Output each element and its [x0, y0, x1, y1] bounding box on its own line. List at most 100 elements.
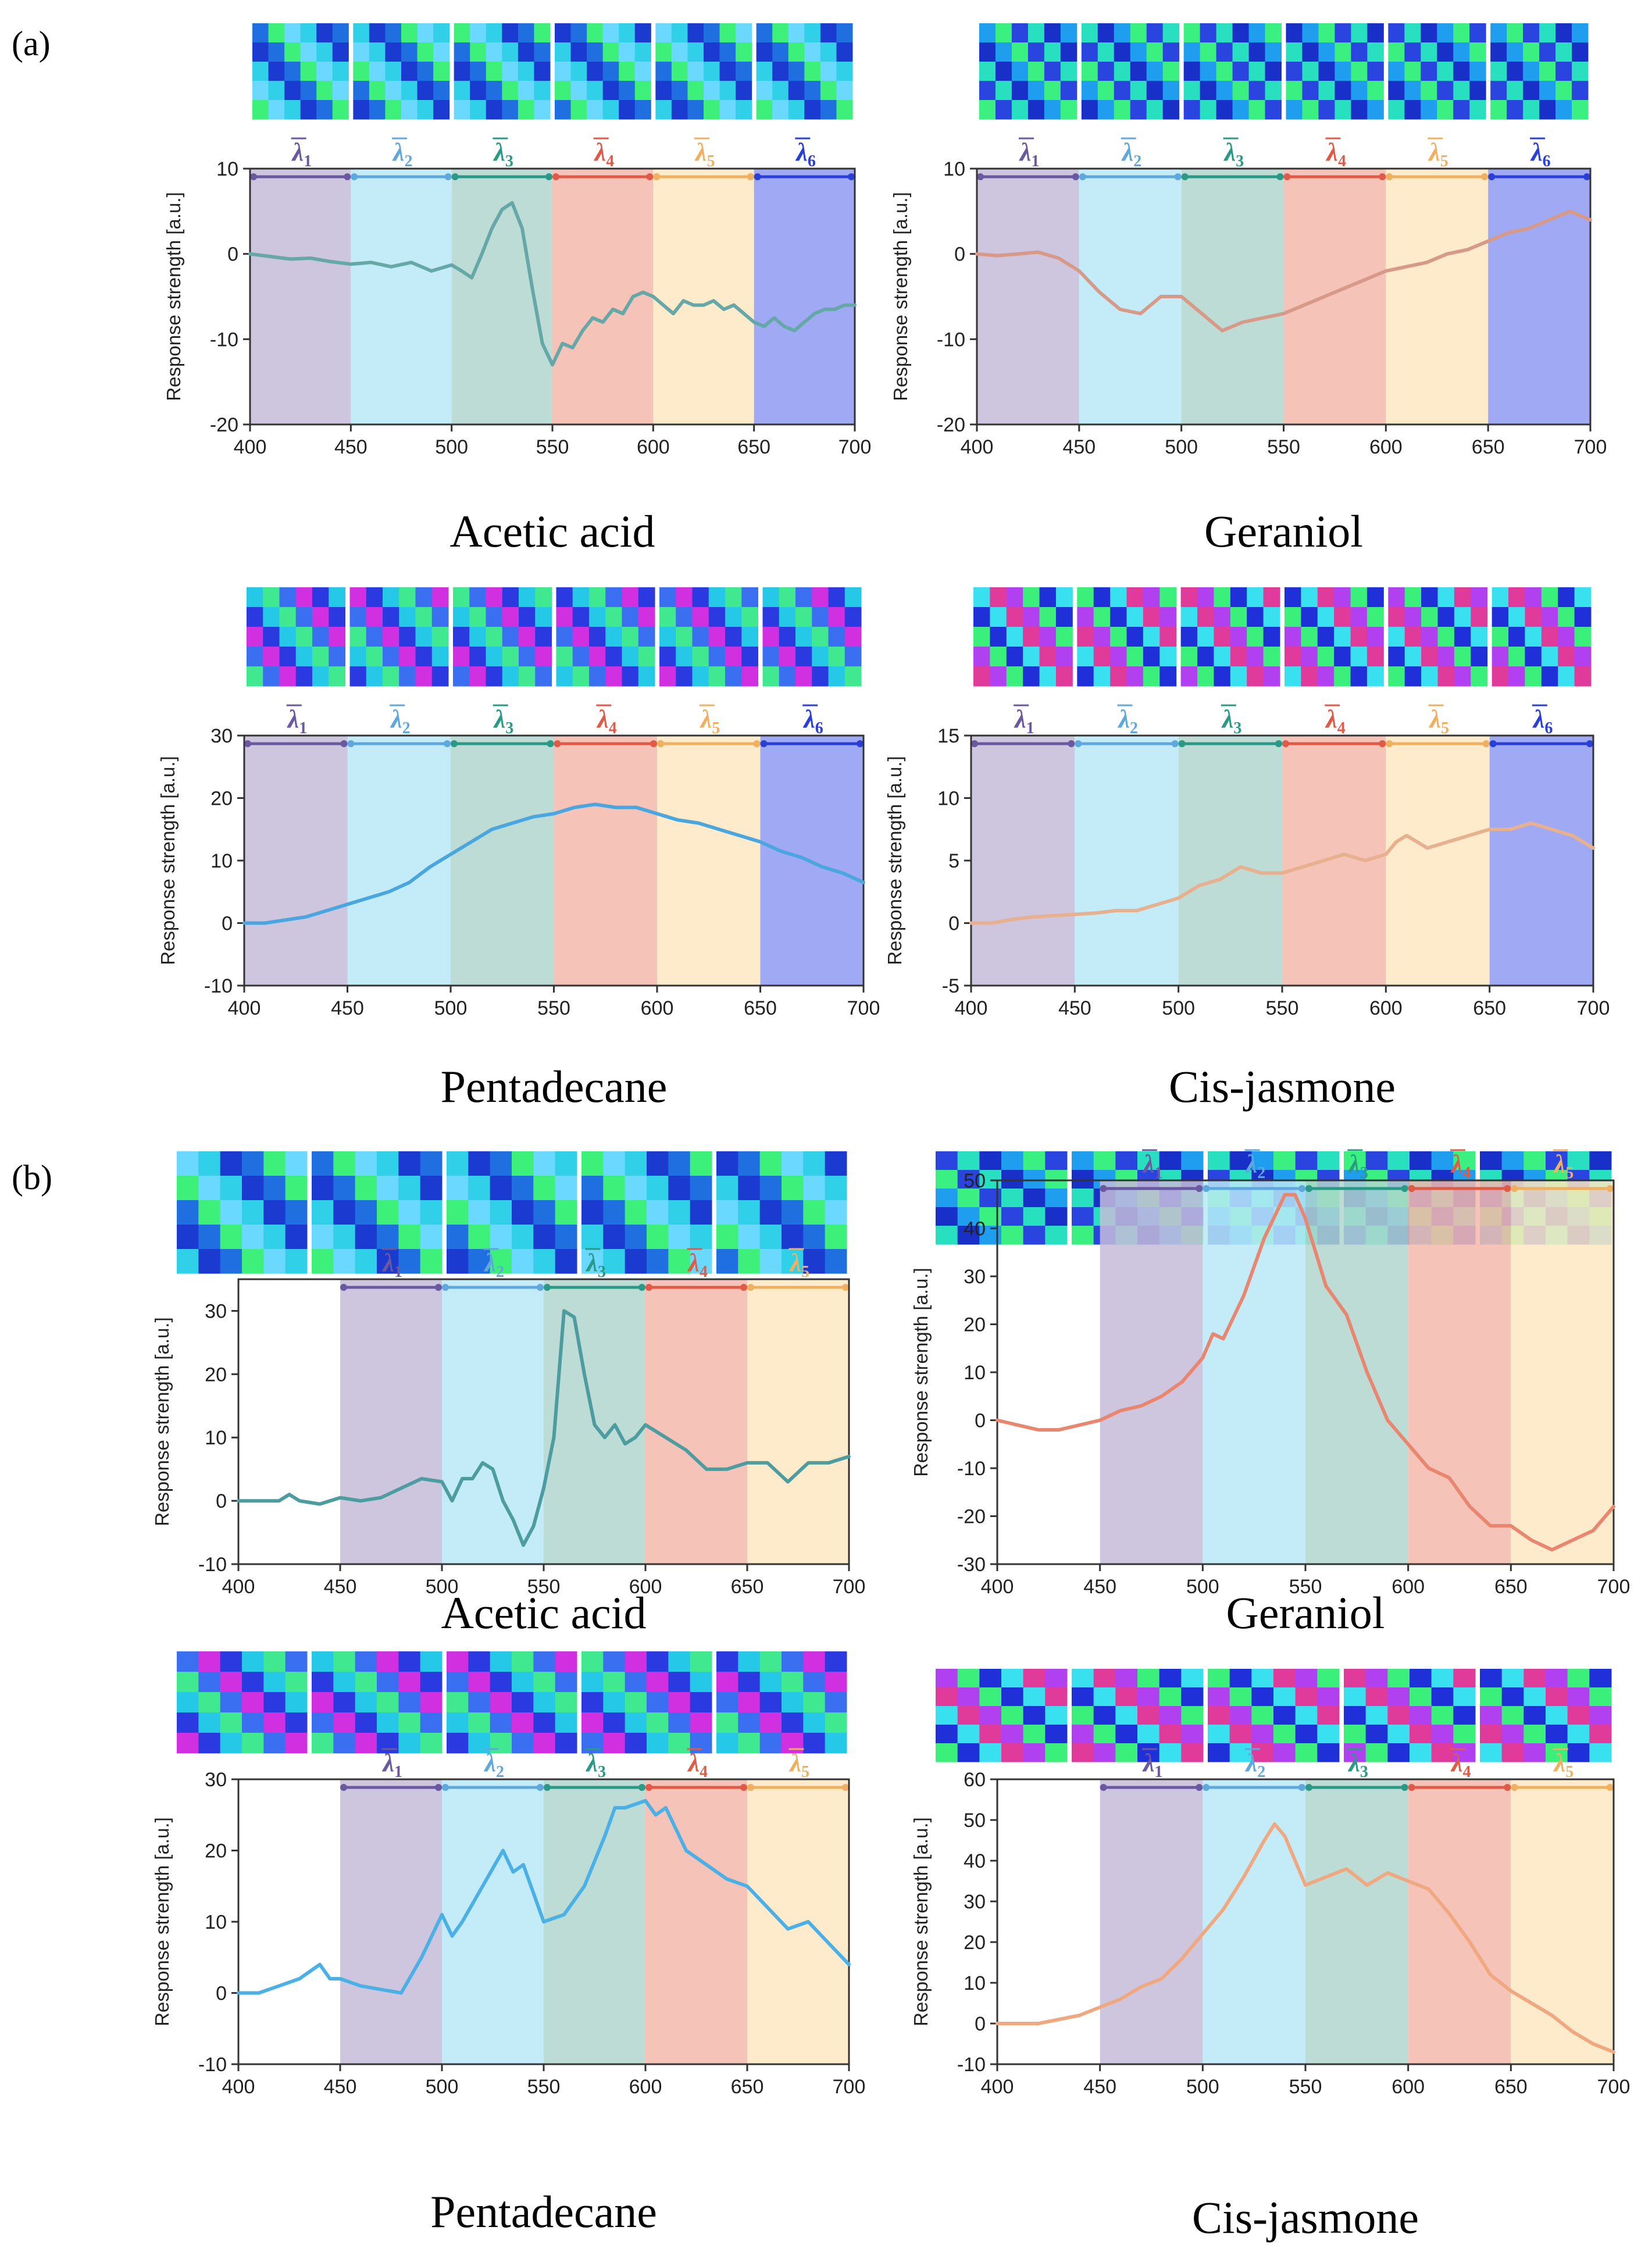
image-cell: [668, 1151, 691, 1176]
image-cell: [605, 587, 622, 608]
image-cell: [1162, 23, 1180, 43]
image-cell: [329, 627, 345, 647]
band-4: [1283, 169, 1386, 424]
image-cell: [312, 1672, 334, 1693]
image-cell: [1072, 1207, 1094, 1226]
image-cell: [433, 23, 450, 43]
image-cell: [1072, 1743, 1094, 1762]
y-tick-label: -10: [210, 329, 238, 351]
image-cell: [1001, 1669, 1024, 1688]
image-cell: [263, 647, 280, 667]
image-cell: [1387, 1669, 1410, 1688]
image-cell: [1093, 607, 1111, 627]
image-cell: [1162, 81, 1180, 101]
image-cell: [1197, 587, 1214, 608]
band-2: [1075, 736, 1179, 986]
band-label-1: λ1: [382, 1248, 403, 1281]
image-cell: [1350, 627, 1368, 647]
image-cell: [1421, 23, 1437, 43]
image-cell: [1431, 1743, 1454, 1762]
image-cell: [555, 23, 572, 43]
image-cell: [1248, 100, 1266, 120]
x-tick-label: 600: [1369, 436, 1403, 458]
band-label-2: λ2: [1245, 1748, 1266, 1781]
image-cell: [385, 100, 402, 120]
band-label-5: λ5: [789, 1748, 810, 1781]
image-cell: [581, 1176, 604, 1201]
image-cell: [1541, 647, 1558, 667]
image-cell: [177, 1692, 199, 1713]
image-cell: [1410, 1687, 1432, 1707]
x-tick-label: 450: [1083, 2076, 1116, 2098]
image-cell: [512, 1733, 534, 1754]
image-cell: [316, 100, 333, 120]
image-cell: [603, 1225, 626, 1250]
image-cell: [333, 1225, 356, 1250]
band-arrow-head: [1196, 1784, 1203, 1791]
image-cell: [1317, 1151, 1340, 1170]
image-cell: [312, 1651, 334, 1672]
image-cell: [1114, 23, 1131, 43]
image-cell: [1045, 1226, 1068, 1245]
image-cell: [804, 62, 821, 81]
image-cell: [263, 607, 280, 627]
image-cell: [1115, 1725, 1138, 1744]
image-cell: [533, 1200, 556, 1225]
image-cell: [659, 607, 676, 627]
image-cell: [687, 62, 704, 81]
image-cell: [1248, 62, 1266, 81]
image-cell: [708, 647, 726, 667]
image-cell: [741, 587, 758, 608]
y-tick-label: 0: [216, 1490, 227, 1512]
band-arrow-head: [1100, 1185, 1107, 1192]
image-cell: [957, 1725, 980, 1744]
band-arrow-head: [1298, 1784, 1305, 1791]
x-tick-label: 600: [629, 1576, 662, 1598]
image-cell: [1146, 81, 1164, 101]
band-arrow-head: [747, 173, 754, 180]
image-cell: [655, 23, 672, 43]
band-arrow-head: [645, 1784, 652, 1791]
image-cell: [198, 1249, 221, 1274]
image-cell: [1525, 627, 1542, 647]
image-cell: [1469, 100, 1486, 120]
image-cell: [1490, 100, 1507, 120]
image-cell: [468, 1249, 491, 1274]
y-tick-label: 10: [210, 850, 233, 872]
x-tick-label: 450: [331, 997, 364, 1019]
image-cell: [556, 666, 573, 687]
image-cell: [1541, 627, 1558, 647]
image-cell: [1492, 607, 1509, 627]
image-cell: [1097, 100, 1115, 120]
image-cell: [979, 100, 996, 120]
image-cell: [1317, 587, 1335, 608]
spectral-image-4: [581, 1151, 712, 1274]
x-tick-label: 550: [1289, 1576, 1322, 1598]
image-cell: [795, 647, 812, 667]
image-cell: [803, 1733, 826, 1754]
band-arrow-head: [1305, 1784, 1312, 1791]
image-cell: [1247, 647, 1264, 667]
image-cell: [1317, 1725, 1340, 1744]
spectral-image-6: [756, 23, 853, 120]
image-cell: [1077, 607, 1094, 627]
band-label-4: λ4: [1450, 1150, 1471, 1182]
band-arrow-head: [638, 1784, 645, 1791]
image-cell: [377, 1712, 399, 1733]
image-cell: [634, 23, 651, 43]
image-cell: [1558, 607, 1575, 627]
image-cell: [803, 1672, 826, 1693]
image-cell: [1490, 62, 1507, 81]
image-cell: [812, 587, 829, 608]
image-cell: [795, 607, 812, 627]
image-cell: [1072, 1226, 1094, 1245]
image-cell: [1318, 23, 1335, 43]
image-cell: [447, 1151, 469, 1176]
image-cell: [570, 42, 587, 62]
image-cell: [447, 1651, 469, 1672]
image-cell: [1589, 1151, 1612, 1170]
y-tick-label: 20: [210, 788, 233, 810]
band-arrow-head: [1607, 1784, 1614, 1791]
image-cell: [535, 666, 552, 687]
image-cell: [420, 1225, 443, 1250]
